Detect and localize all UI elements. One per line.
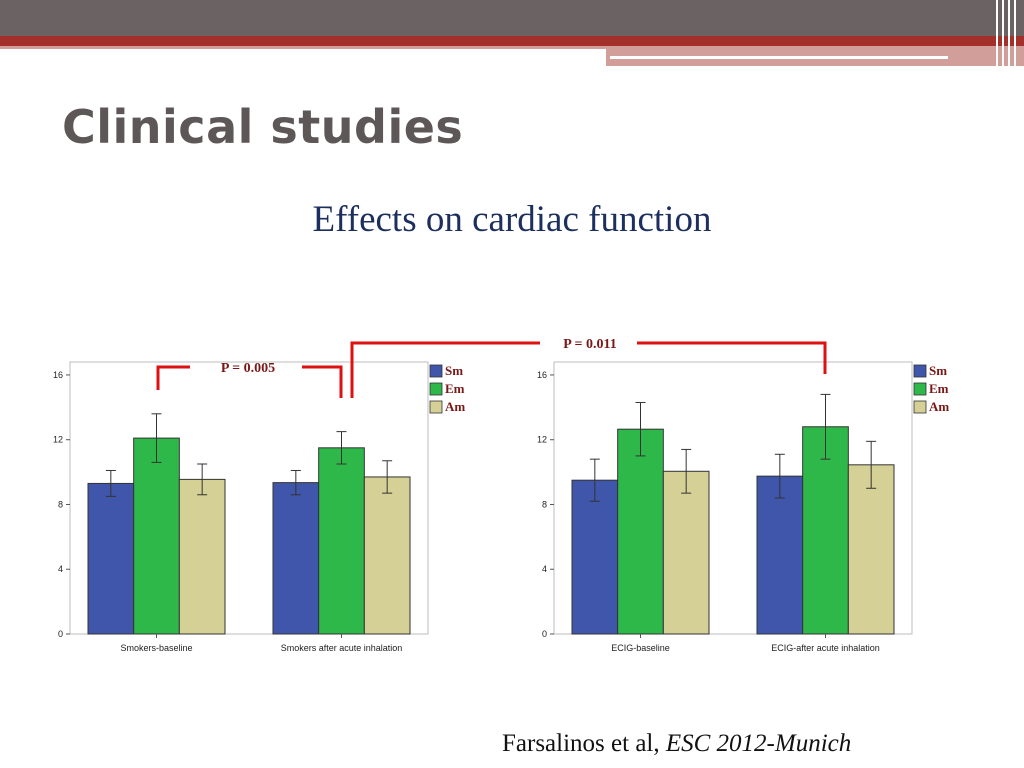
p-value-label: P = 0.005 bbox=[221, 361, 275, 376]
legend-swatch-sm bbox=[429, 364, 443, 378]
bar-am bbox=[847, 464, 895, 635]
slide-subtitle: Effects on cardiac function bbox=[312, 199, 712, 240]
legend-swatch-em bbox=[913, 382, 927, 396]
y-tick-label: 12 bbox=[537, 435, 547, 445]
bracket-cross-chart-b bbox=[637, 341, 827, 374]
x-category-label: Smokers-baseline bbox=[120, 643, 192, 653]
y-tick-label: 8 bbox=[58, 499, 63, 509]
x-category-label: ECIG-baseline bbox=[611, 643, 670, 653]
citation-authors: Farsalinos et al, bbox=[502, 730, 666, 757]
bracket-left-chart-a bbox=[156, 365, 190, 390]
p-value-label: P = 0.011 bbox=[563, 337, 616, 352]
y-tick-label: 12 bbox=[53, 435, 63, 445]
header-highlight-line bbox=[610, 56, 948, 59]
bar-sm bbox=[571, 479, 619, 635]
bar-sm bbox=[756, 475, 804, 635]
legend-label-sm: Sm bbox=[445, 363, 463, 378]
slide-title: Clinical studies bbox=[62, 100, 464, 154]
bracket-cross-chart-a bbox=[350, 341, 540, 398]
legend-label-em: Em bbox=[445, 381, 465, 396]
bar-am bbox=[178, 478, 226, 635]
y-tick-label: 16 bbox=[53, 370, 63, 380]
legend-swatch-am bbox=[913, 400, 927, 414]
y-tick-label: 16 bbox=[537, 370, 547, 380]
y-tick-label: 4 bbox=[542, 564, 547, 574]
x-category-label: Smokers after acute inhalation bbox=[281, 643, 403, 653]
y-tick-label: 0 bbox=[542, 629, 547, 639]
legend-label-sm: Sm bbox=[929, 363, 947, 378]
bar-sm bbox=[87, 482, 135, 635]
y-tick-label: 8 bbox=[542, 499, 547, 509]
x-category-label: ECIG-after acute inhalation bbox=[771, 643, 880, 653]
bar-sm bbox=[272, 482, 320, 635]
legend-swatch-sm bbox=[913, 364, 927, 378]
bar-am bbox=[363, 476, 411, 635]
header-accent-bar bbox=[0, 36, 1024, 46]
y-tick-label: 0 bbox=[58, 629, 63, 639]
bar-am bbox=[662, 470, 710, 635]
bracket-left-chart-b bbox=[302, 365, 343, 398]
y-tick-label: 4 bbox=[58, 564, 63, 574]
bar-em bbox=[133, 437, 180, 635]
bar-em bbox=[318, 447, 365, 635]
citation: Farsalinos et al, ESC 2012-Munich bbox=[502, 730, 851, 758]
bar-em bbox=[617, 428, 664, 635]
legend-label-am: Am bbox=[445, 399, 465, 414]
legend-swatch-em bbox=[429, 382, 443, 396]
header-accent-line bbox=[0, 46, 606, 49]
legend-label-am: Am bbox=[929, 399, 949, 414]
legend-label-em: Em bbox=[929, 381, 949, 396]
header-bar bbox=[0, 0, 1024, 36]
header-stripes bbox=[992, 0, 1024, 70]
legend-swatch-am bbox=[429, 400, 443, 414]
citation-venue: ESC 2012-Munich bbox=[665, 730, 852, 757]
